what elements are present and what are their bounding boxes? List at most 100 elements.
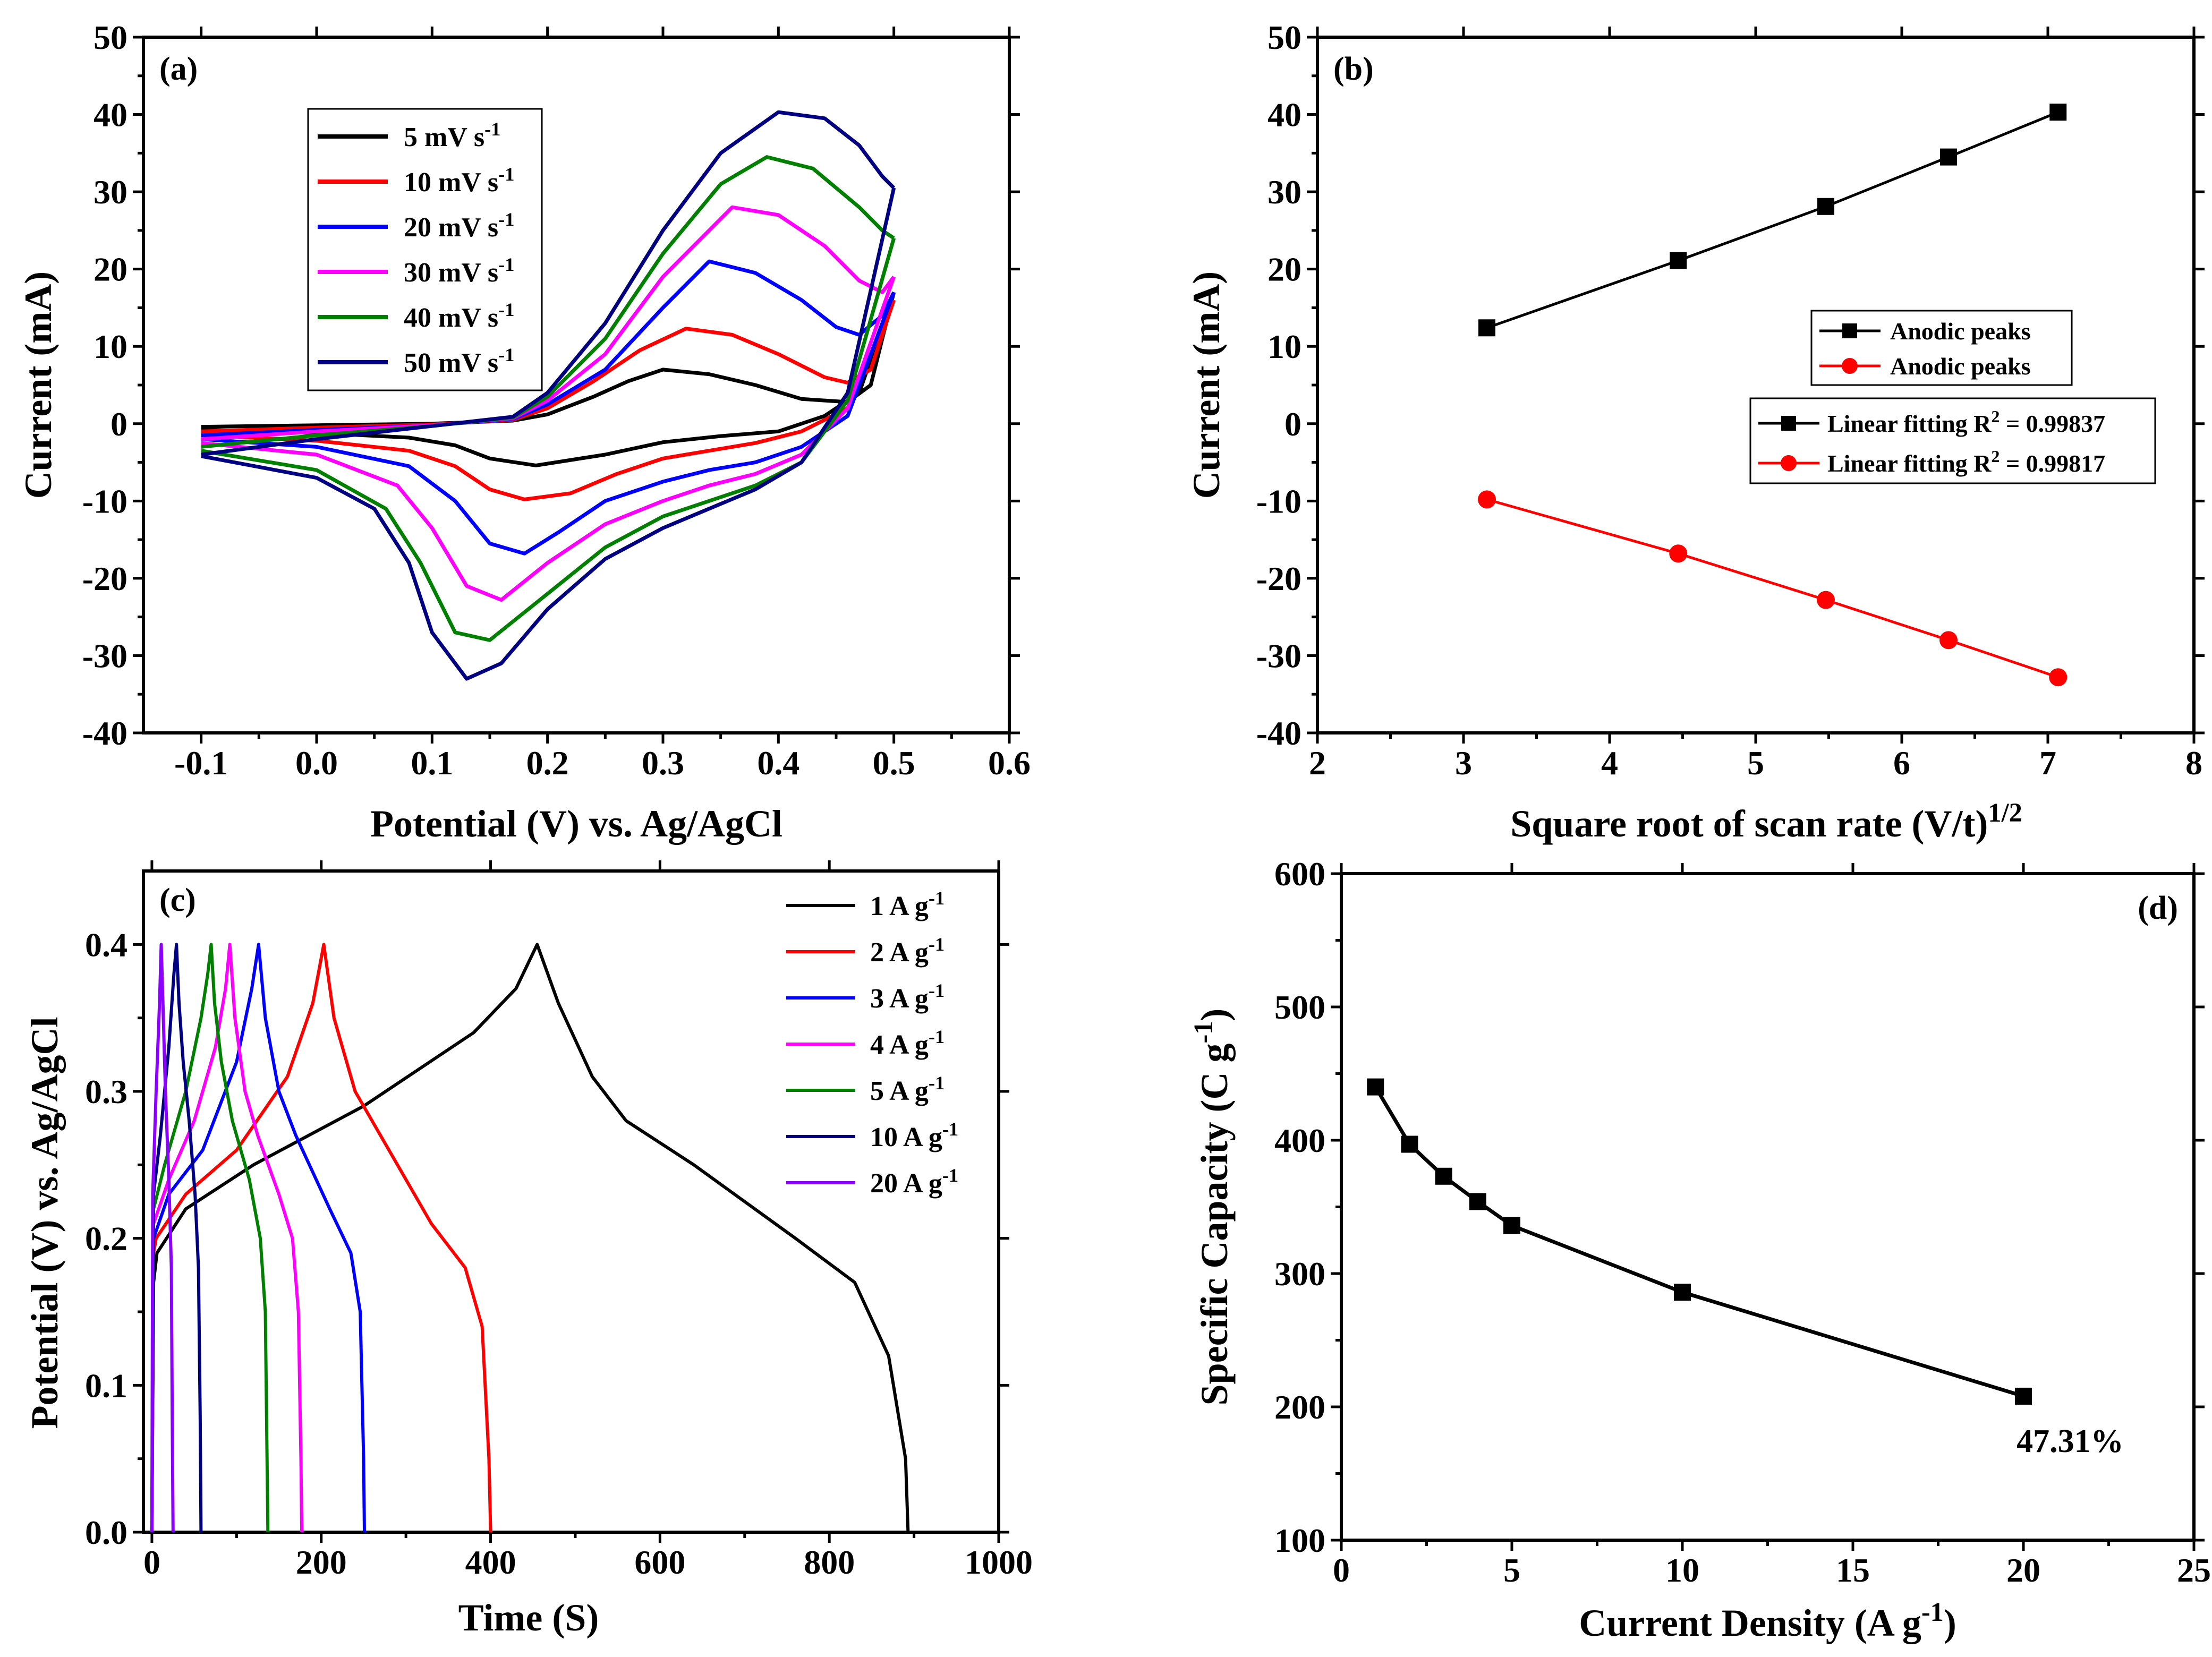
panel-label: (c) bbox=[159, 882, 196, 918]
y-tick-label: -10 bbox=[82, 482, 127, 520]
series-line bbox=[1486, 498, 2059, 679]
y-tick-label: 50 bbox=[93, 19, 127, 56]
plot-frame bbox=[142, 869, 1000, 1534]
cv-curve-cathodic bbox=[201, 187, 896, 681]
cv-curve-anodic bbox=[201, 299, 896, 433]
legend-entry: 3 A g-1 bbox=[870, 980, 945, 1014]
legend-entry: 30 mV s-1 bbox=[404, 254, 515, 288]
panel-b: 2 3 4 5 6 7 8 -40 -30 -20 -10 0 10 20 30 40 50 (b) Anodic … bbox=[1185, 19, 2205, 845]
y-tick-label: 400 bbox=[1274, 1122, 1325, 1159]
legend-marker bbox=[1842, 323, 1857, 338]
y-tick-label: 0.1 bbox=[85, 1366, 127, 1404]
data-point bbox=[1939, 631, 1958, 650]
x-tick-label: 3 bbox=[1455, 744, 1472, 782]
legend-entry: 5 A g-1 bbox=[870, 1072, 945, 1106]
legend-entry: 20 A g-1 bbox=[870, 1165, 958, 1199]
data-point bbox=[1401, 1135, 1418, 1153]
legend-box bbox=[1749, 397, 2156, 484]
y-tick-label: 0 bbox=[1284, 405, 1301, 443]
legend-entry: 40 mV s-1 bbox=[404, 299, 515, 333]
y-tick-label: 50 bbox=[1267, 19, 1301, 56]
legend-marker bbox=[1781, 455, 1797, 471]
panel-label: (a) bbox=[159, 51, 198, 87]
legend-entry: 4 A g-1 bbox=[870, 1026, 945, 1060]
legend-entry: Linear fitting R2 = 0.99817 bbox=[1827, 447, 2105, 477]
x-tick-label: 7 bbox=[2039, 744, 2056, 782]
y-axis-label: Specific Capacity (C g-1) bbox=[1188, 1009, 1236, 1406]
panel-c: 0 200 400 600 800 1000 0.0 0.1 0.2 0.3 0.4 (c) 1 A g… bbox=[23, 860, 1033, 1639]
y-axis-label: Current (mA) bbox=[17, 271, 59, 499]
data-point bbox=[2049, 104, 2067, 121]
y-tick-label: 0.3 bbox=[85, 1073, 127, 1111]
x-axis-label: Time (S) bbox=[458, 1596, 599, 1639]
data-point bbox=[1940, 148, 1957, 166]
y-tick-label: -40 bbox=[1256, 714, 1301, 752]
x-axis-label: Potential (V) vs. Ag/AgCl bbox=[370, 802, 782, 845]
x-tick-label: 8 bbox=[2185, 744, 2202, 782]
x-tick-label: 0.1 bbox=[411, 744, 453, 782]
x-tick-label: 600 bbox=[634, 1543, 685, 1581]
data-point bbox=[1674, 1284, 1691, 1301]
panel-a: -0.1 0.0 0.1 0.2 0.3 0.4 0.5 0.6 -40 -30 -20 -10 0 10… bbox=[17, 19, 1031, 845]
y-tick-label: 20 bbox=[93, 251, 127, 288]
gcd-curve bbox=[150, 943, 270, 1533]
x-tick-label: -0.1 bbox=[174, 744, 228, 782]
y-tick-label: -30 bbox=[1256, 637, 1301, 674]
x-tick-label: 0 bbox=[143, 1543, 160, 1581]
x-tick-label: 400 bbox=[465, 1543, 516, 1581]
legend-entry: Linear fitting R2 = 0.99837 bbox=[1827, 407, 2105, 437]
gcd-curve bbox=[150, 943, 366, 1533]
series-line bbox=[1486, 110, 2059, 329]
x-tick-label: 5 bbox=[1747, 744, 1764, 782]
legend-marker bbox=[1842, 358, 1858, 374]
legend-entry: 10 A g-1 bbox=[870, 1118, 958, 1152]
data-point bbox=[1817, 591, 1835, 609]
x-tick-label: 15 bbox=[1836, 1551, 1870, 1589]
legend-box bbox=[307, 108, 543, 391]
panel-label: (d) bbox=[2138, 890, 2178, 926]
y-tick-label: 0.4 bbox=[85, 926, 127, 963]
x-tick-label: 25 bbox=[2177, 1551, 2211, 1589]
y-axis-label: Current (mA) bbox=[1185, 271, 1228, 499]
data-point bbox=[1503, 1217, 1520, 1234]
y-axis-label: Potential (V) vs. Ag/AgCl bbox=[23, 1017, 66, 1429]
y-tick-label: -30 bbox=[82, 637, 127, 674]
legend-entry: Anodic peaks bbox=[1890, 318, 2031, 345]
x-tick-label: 0.0 bbox=[295, 744, 338, 782]
data-point bbox=[1367, 1078, 1384, 1096]
x-tick-label: 4 bbox=[1601, 744, 1618, 782]
x-axis-label: Square root of scan rate (V/t)1/2 bbox=[1510, 798, 2022, 845]
legend-entry: 20 mV s-1 bbox=[404, 209, 515, 243]
data-point bbox=[1469, 1193, 1486, 1210]
data-point bbox=[1669, 544, 1688, 563]
x-tick-label: 5 bbox=[1503, 1551, 1520, 1589]
panel-d: 0 5 10 15 20 25 100 200 300 400 500 600 (d) 47.31% Cur… bbox=[1188, 855, 2211, 1644]
gcd-curve bbox=[150, 943, 304, 1533]
x-tick-label: 0.2 bbox=[526, 744, 569, 782]
y-tick-label: 200 bbox=[1274, 1388, 1325, 1426]
y-tick-label: 100 bbox=[1274, 1522, 1325, 1559]
data-point bbox=[1817, 198, 1834, 215]
cv-curve-cathodic bbox=[201, 299, 896, 501]
x-tick-label: 0.5 bbox=[873, 744, 915, 782]
legend-entry: 10 mV s-1 bbox=[404, 164, 515, 198]
legend-entry: 1 A g-1 bbox=[870, 887, 945, 921]
y-tick-label: 20 bbox=[1267, 251, 1301, 288]
y-tick-label: 300 bbox=[1274, 1255, 1325, 1293]
y-tick-label: -10 bbox=[1256, 482, 1301, 520]
x-tick-label: 20 bbox=[2006, 1551, 2040, 1589]
x-axis-label: Current Density (A g-1) bbox=[1579, 1597, 1956, 1644]
legend-box bbox=[1810, 310, 2073, 386]
x-tick-label: 0.4 bbox=[757, 744, 799, 782]
legend-entry: Anodic peaks bbox=[1890, 353, 2031, 380]
data-point bbox=[1478, 319, 1495, 337]
gcd-curve bbox=[150, 943, 203, 1533]
x-tick-label: 2 bbox=[1309, 744, 1326, 782]
y-tick-label: 40 bbox=[93, 96, 127, 134]
panel-label: (b) bbox=[1333, 51, 1374, 87]
data-point bbox=[2015, 1387, 2032, 1405]
y-tick-label: -40 bbox=[82, 714, 127, 752]
y-tick-label: -20 bbox=[82, 560, 127, 597]
legend-entry: 5 mV s-1 bbox=[404, 118, 501, 152]
y-tick-label: 0.2 bbox=[85, 1220, 127, 1258]
